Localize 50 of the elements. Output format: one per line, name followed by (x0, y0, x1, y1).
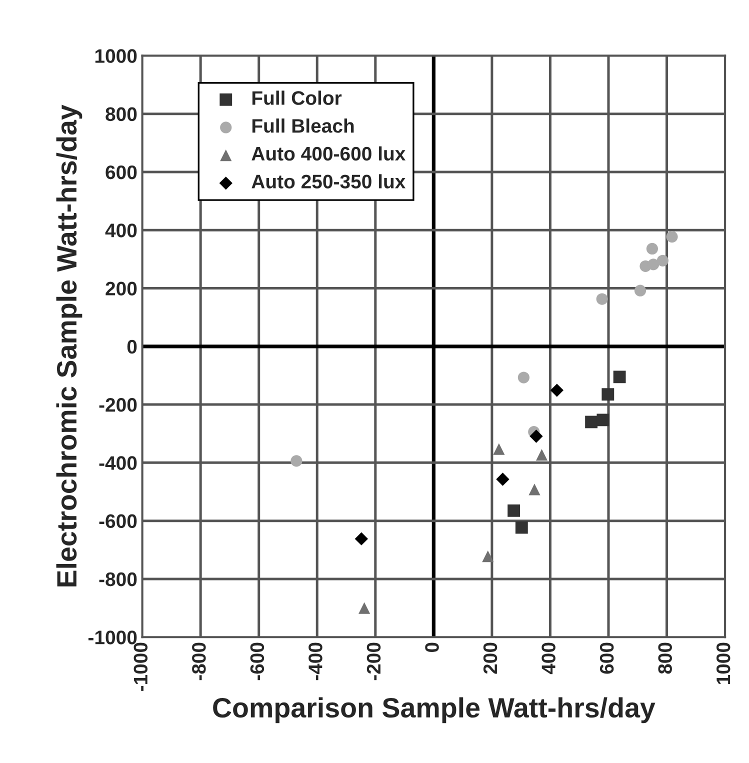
point (585, 416, 598, 428)
point (536, 449, 548, 461)
x-tick-label: -600 (250, 642, 264, 680)
y-tick-label: 800 (106, 107, 137, 122)
point (634, 284, 646, 296)
x-tick-label: 800 (658, 642, 672, 674)
y-tick-label: -400 (99, 456, 137, 470)
point (354, 532, 368, 546)
y-tick-label: -200 (99, 398, 137, 412)
point (646, 242, 658, 255)
x-tick-label: -400 (308, 642, 322, 680)
point (518, 372, 530, 384)
x-tick-label: -800 (192, 642, 206, 680)
x-tick-label: 0 (425, 642, 439, 652)
x-tick-label: 200 (483, 642, 498, 674)
x-tick-label: 600 (600, 642, 614, 674)
y-tick-label: 0 (127, 340, 137, 354)
y-tick-label: -1000 (88, 630, 137, 644)
y-tick-label: 400 (105, 224, 137, 238)
legend-label: Auto 250-350 lux (252, 174, 406, 188)
x-axis-title: Comparison Sample Watt-hrs/day (213, 697, 656, 724)
y-tick-label: 600 (106, 165, 137, 180)
point (482, 550, 494, 562)
point (358, 602, 370, 614)
legend-label: Full Bleach (252, 118, 354, 133)
point (666, 230, 678, 243)
y-axis-title: Electrochromic Sample Watt-hrs/day (56, 104, 82, 586)
point (496, 472, 510, 486)
x-tick-label: -200 (366, 642, 381, 680)
y-tick-label: -800 (99, 572, 137, 586)
point (528, 484, 540, 496)
point (508, 504, 520, 517)
point (596, 293, 608, 305)
point (493, 443, 505, 455)
y-tick-label: 1000 (95, 49, 137, 63)
legend-label: Auto 400-600 lux (252, 146, 406, 161)
x-tick-label: 1000 (716, 642, 730, 684)
point (613, 370, 626, 384)
y-tick-label: -600 (99, 514, 137, 528)
point (515, 521, 528, 534)
legend-label: Full Color (252, 90, 342, 105)
point (530, 430, 543, 443)
point (656, 254, 668, 266)
y-tick-label: 200 (106, 282, 137, 296)
point (290, 455, 302, 467)
point (596, 414, 610, 426)
point (602, 388, 614, 401)
point (648, 258, 660, 270)
x-tick-label: 400 (542, 642, 556, 674)
point (550, 384, 564, 397)
